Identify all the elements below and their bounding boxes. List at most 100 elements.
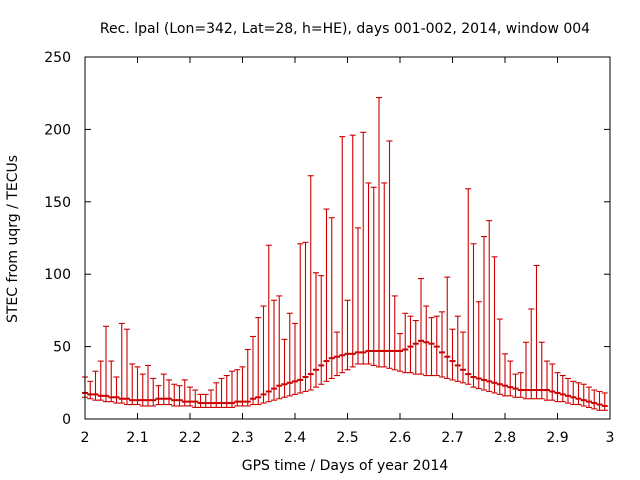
error-bar [460, 331, 466, 384]
error-bar [97, 360, 104, 401]
x-tick-label: 2.8 [494, 430, 516, 446]
error-bar [360, 131, 367, 365]
error-bar [318, 275, 325, 385]
error-bar [355, 227, 361, 365]
axes: 2 2.1 2.2 2.3 2.4 2.5 2.6 2.7 2.8 2.9 3 0 50 100 150 20… [44, 50, 614, 446]
data-marks [82, 96, 608, 411]
error-bar [370, 186, 377, 366]
y-tick-label: 50 [53, 340, 71, 356]
error-bar [139, 373, 146, 407]
error-bar [176, 385, 183, 407]
error-bar [286, 312, 293, 397]
error-bar [391, 295, 398, 371]
error-bar [255, 317, 262, 406]
error-bar [292, 322, 298, 395]
error-bar [118, 322, 125, 404]
error-bar [591, 389, 598, 410]
error-bar [171, 383, 178, 407]
error-bar [491, 256, 498, 394]
error-bar [229, 370, 235, 408]
chart-title: Rec. lpal (Lon=342, Lat=28, h=HE), days … [100, 21, 590, 37]
x-tick-label: 2.9 [546, 430, 568, 446]
error-bar [197, 393, 204, 408]
error-bar [244, 348, 251, 407]
x-tick-label: 2.2 [179, 430, 201, 446]
error-bar [271, 299, 277, 401]
y-tick-label: 250 [44, 50, 71, 66]
error-bar [260, 305, 267, 404]
error-bar [160, 373, 167, 406]
error-bar [412, 319, 419, 375]
error-bar [334, 331, 340, 377]
error-bar [129, 363, 136, 406]
error-bar [276, 295, 283, 400]
error-bar [559, 375, 566, 403]
y-axis-label: STEC from uqrg / TECUs [5, 155, 21, 323]
error-bar [554, 372, 561, 403]
error-bar [92, 370, 99, 401]
error-bar [397, 333, 403, 372]
error-bar [402, 312, 409, 374]
x-tick-label: 2.4 [284, 430, 306, 446]
error-bar [239, 366, 246, 407]
error-bar [428, 317, 435, 377]
error-bar [349, 134, 356, 368]
error-bar [108, 360, 115, 403]
x-tick-label: 2.6 [389, 430, 411, 446]
error-bar [381, 182, 388, 368]
error-bar [223, 375, 230, 408]
error-bar [465, 188, 472, 385]
error-bar [328, 217, 335, 380]
error-bar [208, 389, 214, 408]
error-bar [533, 264, 540, 400]
error-bar [449, 328, 456, 381]
error-bar [538, 341, 545, 400]
error-bar [580, 383, 587, 407]
error-bar [486, 220, 493, 393]
error-bar [444, 276, 451, 380]
error-bar [187, 386, 193, 407]
error-bar [423, 305, 430, 377]
error-bar [113, 376, 120, 404]
error-bar [481, 236, 487, 391]
error-bar [134, 366, 141, 406]
error-bar [523, 341, 529, 400]
error-bar [570, 380, 577, 406]
error-bar [323, 208, 330, 382]
error-bar [418, 277, 424, 375]
error-bar [470, 243, 477, 388]
error-bar [181, 379, 188, 407]
error-bar [365, 182, 372, 365]
error-bar [218, 377, 225, 408]
error-bar [596, 390, 603, 411]
x-tick-label: 3 [606, 430, 615, 446]
error-bar [166, 379, 172, 406]
x-tick-label: 2.7 [441, 430, 463, 446]
error-bar [202, 393, 209, 408]
error-bar [407, 315, 414, 374]
error-bar [234, 369, 241, 407]
error-bar [386, 140, 393, 369]
error-bar [549, 363, 556, 401]
error-bar [586, 386, 592, 408]
error-bar [192, 389, 199, 408]
x-tick-label: 2 [81, 430, 90, 446]
error-bar [339, 136, 346, 374]
error-bar [281, 338, 288, 398]
error-bar [307, 175, 314, 391]
error-bar [512, 373, 519, 398]
error-bar [150, 377, 157, 407]
x-tick-label: 2.3 [231, 430, 253, 446]
x-tick-label: 2.5 [336, 430, 358, 446]
error-bar [575, 382, 582, 406]
error-bar [103, 325, 109, 403]
error-bar [87, 380, 94, 400]
error-bar [376, 96, 382, 368]
error-bar [313, 272, 319, 388]
error-bar [454, 315, 461, 382]
error-bar [433, 315, 440, 377]
error-bar [302, 241, 309, 393]
error-bar [439, 311, 445, 378]
error-bar [265, 244, 272, 403]
